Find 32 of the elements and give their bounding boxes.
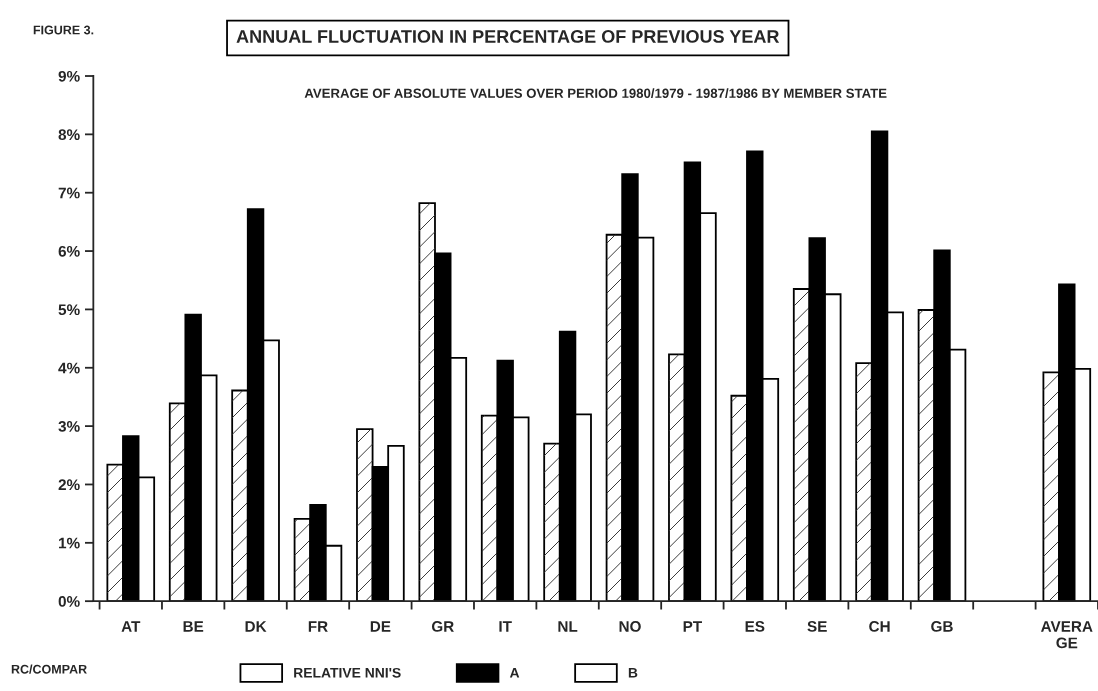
legend-label: RELATIVE NNI'S [294, 667, 401, 678]
legend-label: A [509, 668, 520, 678]
x-tick-label: DE [370, 621, 391, 632]
y-tick-label: 7% [58, 187, 80, 199]
text: RC/COMPAR [11, 664, 87, 674]
x-tick-label: AVERA GE [1041, 621, 1093, 649]
x-tick-label: GR [431, 621, 454, 632]
x-tick-label: DK [245, 621, 267, 632]
y-tick-label: 9% [58, 70, 80, 82]
y-tick-label: 3% [58, 420, 80, 432]
x-tick-label: BE [183, 621, 204, 632]
y-tick-label: 1% [59, 537, 80, 549]
x-tick-label: AT [121, 621, 141, 632]
chart-title: ANNUAL FLUCTUATION IN PERCENTAGE OF PREVIOUS YEAR [236, 30, 780, 43]
y-tick-label: 2% [58, 479, 80, 491]
x-tick-label: ES [745, 621, 765, 632]
y-tick-label: 5% [58, 304, 80, 316]
x-tick-label: SE [807, 621, 827, 632]
x-tick-label: NO [619, 621, 641, 632]
y-tick-label: 6% [58, 245, 80, 257]
x-tick-label: PT [683, 621, 702, 632]
x-tick-label: CH [869, 621, 890, 632]
x-tick-label: FR [308, 621, 328, 632]
text: AVERAGE OF ABSOLUTE VALUES OVER PERIOD 1980/1979 - 1987/1986 BY MEMBER STATE [304, 88, 887, 99]
x-tick-label: GB [931, 621, 953, 632]
caption: FIGURE 3. [33, 25, 94, 35]
x-tick-label: IT [499, 621, 512, 632]
y-tick-label: 8% [58, 129, 80, 141]
x-tick-label: NL [558, 621, 578, 632]
y-tick-label: 0% [58, 596, 80, 607]
y-tick-label: 4% [58, 362, 80, 374]
legend-label: B [628, 668, 638, 678]
